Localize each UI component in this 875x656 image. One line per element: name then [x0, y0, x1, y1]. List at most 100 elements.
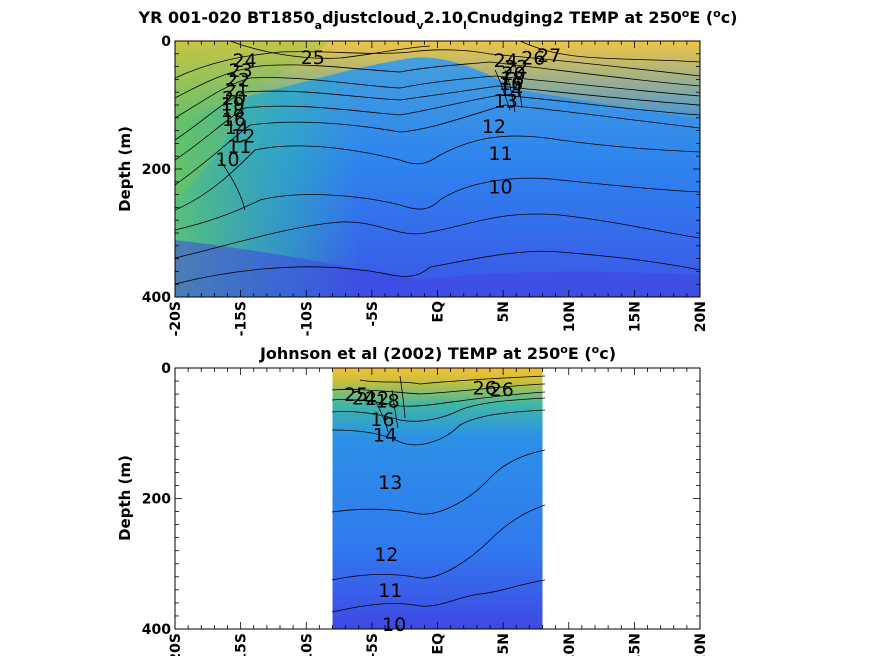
- top-contour-label: 14: [225, 117, 249, 139]
- top-y-tick-label: 0: [161, 34, 171, 50]
- top-contour-label: 16: [499, 73, 523, 95]
- bottom-contour-line: [331, 397, 546, 422]
- bottom-x-tick-label: EQ: [431, 633, 447, 655]
- bottom-contour-line: [331, 391, 546, 407]
- top-contour-label: 20: [502, 63, 526, 85]
- bottom-x-tick-label: 10N: [562, 633, 578, 656]
- top-contour-label: 10: [215, 149, 239, 171]
- top-title-sub-a: a: [315, 19, 322, 32]
- top-contour-label: 16: [222, 109, 246, 131]
- top-contour-line: [174, 94, 701, 161]
- top-contour-line: [174, 61, 701, 99]
- bottom-contour-label: 22: [365, 388, 389, 410]
- bottom-y-tick-label: 0: [161, 361, 171, 377]
- bottom-title-main: Johnson et al (2002) TEMP at 250: [259, 344, 560, 363]
- bottom-contour-label: 13: [378, 472, 402, 494]
- bottom-y-tick-label: 400: [142, 622, 171, 638]
- top-contour-label: 11: [488, 143, 512, 165]
- bottom-y-axis-label: Depth (m): [116, 455, 134, 541]
- top-contour-line: [229, 40, 431, 59]
- top-x-tick-label: -20S: [168, 301, 184, 336]
- top-contour-label: 24: [232, 50, 256, 72]
- top-contour-label: 26: [521, 48, 545, 70]
- bottom-panel: Johnson et al (2002) TEMP at 250oE (oc) …: [116, 343, 709, 656]
- bottom-contour-label: 26: [490, 379, 514, 401]
- top-x-tick-label: 20N: [693, 301, 709, 332]
- top-contour-label: 22: [226, 69, 250, 91]
- top-contour-label: 19: [221, 94, 245, 116]
- bottom-field-base: [332, 368, 543, 629]
- top-x-tick-label: 15N: [627, 301, 643, 332]
- top-title: YR 001-020 BT1850adjustcloudv2.10lCnudgi…: [138, 7, 738, 32]
- top-contour-label: 25: [301, 47, 325, 69]
- top-contour-line: [174, 85, 701, 141]
- bottom-x-tick-label: -20S: [168, 633, 184, 656]
- bottom-contour-line: [331, 409, 546, 446]
- top-contour-label: 10: [488, 176, 512, 198]
- top-contour-label: 14: [499, 79, 523, 101]
- top-y-axis-label: Depth (m): [116, 126, 134, 212]
- top-contour-label: 20: [222, 87, 246, 109]
- bottom-contour-label: 26: [473, 378, 497, 400]
- top-contour-line: [174, 177, 701, 231]
- bottom-y-tick-label: 200: [142, 492, 171, 508]
- bottom-contour-line: [331, 579, 546, 613]
- top-contour-label: 18: [221, 100, 245, 122]
- bottom-contour-label: 24: [352, 387, 376, 409]
- top-contour-line: [174, 250, 701, 285]
- top-contour-line: [494, 63, 523, 113]
- top-y-tick-label: 200: [142, 162, 171, 178]
- top-x-tick-label: -10S: [299, 301, 315, 336]
- top-x-tick-label: 5N: [496, 301, 512, 322]
- top-y-tick-label: 400: [142, 290, 171, 306]
- bottom-x-tick-label: 20N: [693, 633, 709, 656]
- top-x-tick-label: -5S: [365, 301, 381, 327]
- top-y-axis: 0 200 400: [142, 34, 700, 306]
- bottom-y-axis: 0 200 400: [142, 361, 700, 638]
- top-plot-area: 2524232221201918161412111027262422201816…: [174, 40, 701, 297]
- bottom-contour-line: [374, 375, 406, 433]
- bottom-contour-line: [331, 383, 546, 395]
- top-panel: YR 001-020 BT1850adjustcloudv2.10lCnudgi…: [116, 7, 737, 336]
- top-field-cold-deep: [175, 240, 700, 297]
- top-contour-label: 27: [537, 45, 561, 67]
- bottom-contour-label: 16: [370, 409, 394, 431]
- top-field-thermocline-glow: [175, 41, 330, 200]
- top-x-tick-label: EQ: [431, 301, 447, 323]
- top-contour-label: 12: [482, 116, 506, 138]
- bottom-contour-label: 12: [374, 544, 398, 566]
- top-contour-line: [174, 49, 701, 79]
- top-x-tick-label: -15S: [234, 301, 250, 336]
- bottom-x-tick-label: 15N: [627, 633, 643, 656]
- bottom-contour-label: 18: [376, 391, 400, 413]
- top-contour-label: 12: [231, 126, 255, 148]
- top-title-main: YR 001-020 BT1850: [138, 8, 315, 27]
- bottom-x-tick-label: -15S: [234, 633, 250, 656]
- top-contour-label: 24: [494, 50, 518, 72]
- top-field-warm-layer: [175, 41, 700, 125]
- bottom-contour-label: 10: [382, 614, 406, 636]
- top-contour-line: [174, 104, 701, 186]
- top-contour-line: [174, 75, 701, 119]
- top-contour-label: 11: [227, 136, 251, 158]
- bottom-contour-label: 14: [373, 425, 397, 447]
- top-x-tick-label: 10N: [562, 301, 578, 332]
- bottom-x-axis: -20S -15S -10S -5S EQ 5N 10N 15N 20N: [168, 368, 709, 656]
- top-contour-line: [219, 159, 246, 211]
- top-contour-line: [519, 40, 701, 63]
- top-contour-labels: 2524232221201918161412111027262422201816…: [215, 45, 561, 198]
- top-x-axis: -20S -15S -10S -5S EQ 5N 10N 15N 20N: [168, 41, 709, 336]
- bottom-contour-lines: [331, 375, 546, 613]
- bottom-contour-label: 25: [344, 384, 368, 406]
- top-contour-label: 22: [504, 57, 528, 79]
- bottom-contour-line: [359, 375, 546, 385]
- top-contour-label: 21: [225, 80, 249, 102]
- top-contour-label: 13: [494, 91, 518, 113]
- bottom-title: Johnson et al (2002) TEMP at 250oE (oc): [259, 343, 616, 363]
- bottom-x-tick-label: -5S: [365, 633, 381, 656]
- bottom-x-tick-label: 5N: [496, 633, 512, 654]
- bottom-contour-label: 11: [378, 580, 402, 602]
